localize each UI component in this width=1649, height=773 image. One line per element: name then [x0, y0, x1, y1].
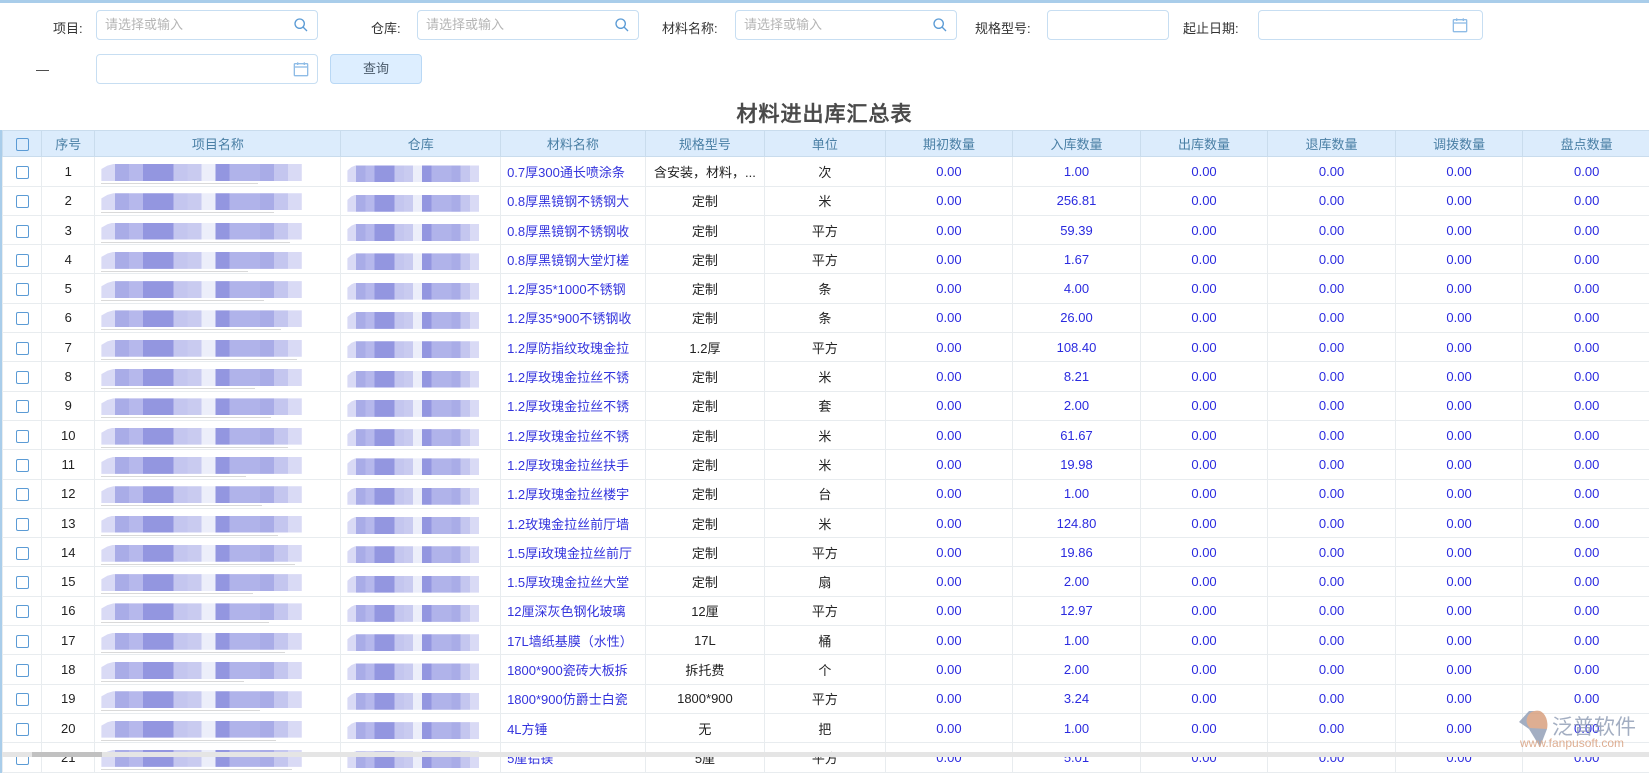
svg-text:www.fanpusoft.com: www.fanpusoft.com	[1519, 736, 1624, 750]
